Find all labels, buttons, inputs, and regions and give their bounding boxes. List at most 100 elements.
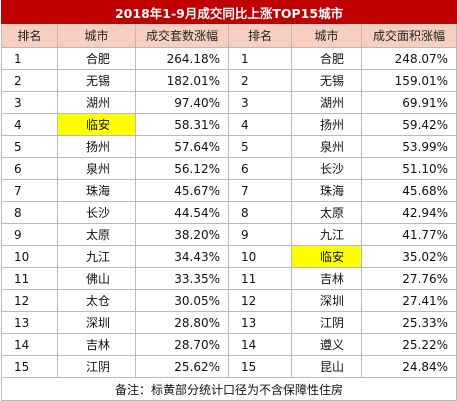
area-growth-cell: 35.02% (360, 245, 457, 268)
area-growth-cell: 45.68% (360, 179, 457, 202)
area-growth-cell: 159.01% (360, 69, 457, 92)
city-cell-right: 扬州 (291, 113, 362, 136)
header-city-left: 城市 (57, 23, 136, 48)
units-growth-cell: 97.40% (135, 91, 229, 114)
city-cell-left: 合肥 (57, 47, 136, 70)
area-growth-cell: 24.84% (360, 355, 457, 378)
units-growth-cell: 182.01% (135, 69, 229, 92)
title-row: 2018年1-9月成交同比上涨TOP15城市 (0, 0, 457, 24)
table-row: 1 合肥 264.18% 1 合肥 248.07% (1, 47, 457, 70)
area-growth-cell: 248.07% (360, 47, 457, 70)
table-row: 15 江阴 25.62% 15 昆山 24.84% (1, 355, 457, 378)
rank-cell-left: 10 (1, 245, 58, 268)
rank-cell-left: 12 (1, 289, 58, 312)
units-growth-cell: 34.43% (135, 245, 229, 268)
units-growth-cell: 44.54% (135, 201, 229, 224)
table-row: 14 吉林 28.70% 14 遵义 25.22% (1, 333, 457, 356)
rank-cell-right: 11 (228, 267, 292, 290)
header-units-growth: 成交套数涨幅 (135, 23, 229, 48)
units-growth-cell: 45.67% (135, 179, 229, 202)
city-cell-right: 遵义 (291, 333, 362, 356)
table-row: 8 长沙 44.54% 8 太原 42.94% (1, 201, 457, 224)
units-growth-cell: 58.31% (135, 113, 229, 136)
rank-cell-right: 13 (228, 311, 292, 334)
area-growth-cell: 69.91% (360, 91, 457, 114)
area-growth-cell: 41.77% (360, 223, 457, 246)
rank-cell-right: 14 (228, 333, 292, 356)
rank-cell-left: 8 (1, 201, 58, 224)
rank-cell-right: 2 (228, 69, 292, 92)
rank-cell-left: 7 (1, 179, 58, 202)
city-cell-left: 深圳 (57, 311, 136, 334)
rank-cell-left: 1 (1, 47, 58, 70)
rank-cell-right: 7 (228, 179, 292, 202)
rank-cell-left: 9 (1, 223, 58, 246)
city-cell-left: 江阴 (57, 355, 136, 378)
header-area-growth: 成交面积涨幅 (360, 23, 457, 48)
units-growth-cell: 57.64% (135, 135, 229, 158)
table-row: 6 泉州 56.12% 6 长沙 51.10% (1, 157, 457, 180)
city-cell-left: 吉林 (57, 333, 136, 356)
units-growth-cell: 33.35% (135, 267, 229, 290)
city-cell-right: 无锡 (291, 69, 362, 92)
area-growth-cell: 51.10% (360, 157, 457, 180)
city-cell-right: 湖州 (291, 91, 362, 114)
table-row: 2 无锡 182.01% 2 无锡 159.01% (1, 69, 457, 92)
rank-cell-left: 2 (1, 69, 58, 92)
rank-cell-left: 15 (1, 355, 58, 378)
table-row: 13 深圳 28.80% 13 江阴 25.33% (1, 311, 457, 334)
units-growth-cell: 30.05% (135, 289, 229, 312)
area-growth-cell: 25.33% (360, 311, 457, 334)
city-cell-right: 九江 (291, 223, 362, 246)
city-cell-right: 深圳 (291, 289, 362, 312)
city-cell-right: 昆山 (291, 355, 362, 378)
header-row: 排名 城市 成交套数涨幅 排名 城市 成交面积涨幅 (1, 23, 457, 48)
rank-cell-right: 6 (228, 157, 292, 180)
rank-cell-right: 3 (228, 91, 292, 114)
table-row: 3 湖州 97.40% 3 湖州 69.91% (1, 91, 457, 114)
rank-cell-left: 11 (1, 267, 58, 290)
city-cell-right: 临安 (291, 245, 362, 268)
area-growth-cell: 27.41% (360, 289, 457, 312)
rank-cell-right: 4 (228, 113, 292, 136)
table-row: 11 佛山 33.35% 11 吉林 27.76% (1, 267, 457, 290)
rank-cell-right: 15 (228, 355, 292, 378)
area-growth-cell: 59.42% (360, 113, 457, 136)
rank-cell-left: 13 (1, 311, 58, 334)
city-cell-right: 吉林 (291, 267, 362, 290)
rank-cell-left: 14 (1, 333, 58, 356)
units-growth-cell: 264.18% (135, 47, 229, 70)
rank-cell-right: 10 (228, 245, 292, 268)
city-cell-left: 太原 (57, 223, 136, 246)
city-cell-left: 太仓 (57, 289, 136, 312)
city-cell-left: 泉州 (57, 157, 136, 180)
area-growth-cell: 25.22% (360, 333, 457, 356)
city-cell-left: 扬州 (57, 135, 136, 158)
table-row: 9 太原 38.20% 9 九江 41.77% (1, 223, 457, 246)
city-cell-left: 长沙 (57, 201, 136, 224)
city-cell-right: 江阴 (291, 311, 362, 334)
rank-cell-left: 4 (1, 113, 58, 136)
area-growth-cell: 42.94% (360, 201, 457, 224)
area-growth-cell: 53.99% (360, 135, 457, 158)
units-growth-cell: 28.70% (135, 333, 229, 356)
city-cell-right: 长沙 (291, 157, 362, 180)
city-cell-left: 佛山 (57, 267, 136, 290)
header-rank-right: 排名 (228, 23, 292, 48)
rank-cell-left: 5 (1, 135, 58, 158)
city-cell-left: 临安 (57, 113, 136, 136)
city-cell-left: 珠海 (57, 179, 136, 202)
city-cell-left: 无锡 (57, 69, 136, 92)
area-growth-cell: 27.76% (360, 267, 457, 290)
rank-cell-right: 9 (228, 223, 292, 246)
header-rank-left: 排名 (1, 23, 58, 48)
city-cell-right: 合肥 (291, 47, 362, 70)
units-growth-cell: 28.80% (135, 311, 229, 334)
table-row: 12 太仓 30.05% 12 深圳 27.41% (1, 289, 457, 312)
table-row: 5 扬州 57.64% 5 泉州 53.99% (1, 135, 457, 158)
table-row: 10 九江 34.43% 10 临安 35.02% (1, 245, 457, 268)
table-note: 备注：标黄部分统计口径为不含保障性住房 (0, 377, 457, 401)
rank-cell-left: 3 (1, 91, 58, 114)
